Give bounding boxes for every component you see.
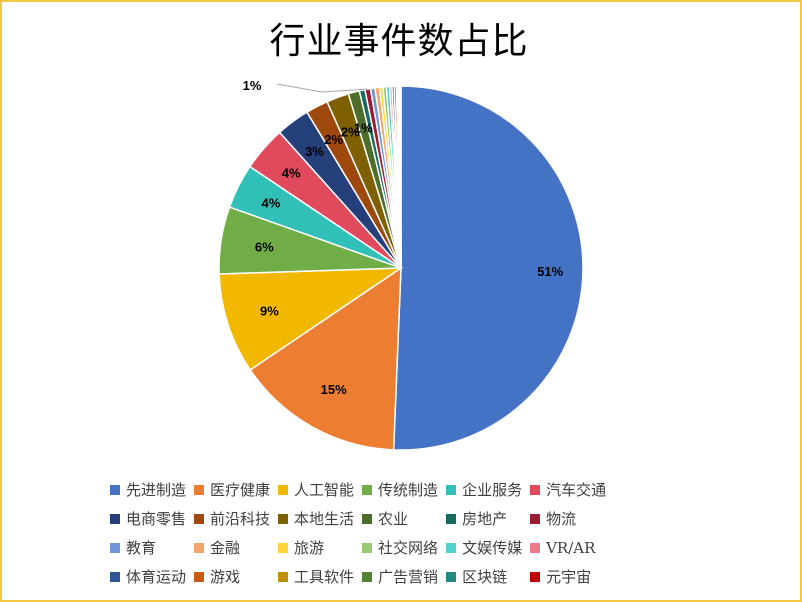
- legend-label: 人工智能: [294, 481, 355, 499]
- legend-item-10: 农业: [362, 505, 438, 532]
- legend-swatch: [362, 484, 373, 495]
- legend-label: 前沿科技: [210, 510, 271, 528]
- legend-swatch: [194, 484, 205, 495]
- legend-label: 企业服务: [462, 481, 523, 499]
- legend-item-3: 人工智能: [278, 476, 354, 503]
- data-label-6: 4%: [282, 165, 301, 180]
- legend-label: 元宇宙: [546, 568, 592, 586]
- legend-swatch: [194, 542, 205, 553]
- legend-item-6: 汽车交通: [530, 476, 606, 503]
- legend-swatch: [446, 542, 457, 553]
- legend-label: 传统制造: [378, 481, 439, 499]
- legend-swatch: [110, 542, 120, 553]
- legend-swatch: [530, 484, 541, 495]
- legend-label: VR/AR: [546, 538, 596, 557]
- data-label-10: 1%: [354, 120, 373, 135]
- legend-item-14: 金融: [194, 534, 270, 561]
- legend-item-24: 元宇宙: [530, 563, 606, 590]
- legend-label: 教育: [126, 539, 157, 557]
- data-label-8: 2%: [324, 132, 343, 147]
- legend-item-12: 物流: [530, 505, 606, 532]
- legend-swatch: [194, 571, 205, 582]
- legend-swatch: [530, 571, 541, 582]
- callout-leader-line: [276, 83, 368, 93]
- legend-swatch: [278, 513, 289, 524]
- legend-label: 区块链: [462, 568, 508, 586]
- pie-slice-1: [392, 85, 584, 451]
- legend-label: 先进制造: [126, 481, 187, 499]
- legend-item-9: 本地生活: [278, 505, 354, 532]
- pie-slice-24: [399, 85, 402, 269]
- legend-item-19: 体育运动: [110, 563, 186, 590]
- data-label-2: 15%: [321, 382, 347, 397]
- legend-label: 旅游: [294, 539, 325, 557]
- legend-label: 文娱传媒: [462, 539, 523, 557]
- legend-label: 医疗健康: [210, 481, 271, 499]
- legend-label: 广告营销: [378, 568, 439, 586]
- legend-item-18: VR/AR: [530, 534, 606, 561]
- legend-item-15: 旅游: [278, 534, 354, 561]
- legend-item-1: 先进制造: [110, 476, 186, 503]
- legend-label: 社交网络: [378, 539, 439, 557]
- chart-title: 行业事件数占比: [269, 21, 529, 62]
- legend-swatch: [446, 571, 457, 582]
- legend-label: 金融: [210, 539, 241, 557]
- pie-slice-2: [249, 266, 402, 451]
- legend-label: 农业: [378, 510, 409, 528]
- legend-label: 游戏: [210, 568, 241, 586]
- legend-item-22: 广告营销: [362, 563, 438, 590]
- data-label-3: 9%: [260, 304, 279, 319]
- legend-swatch: [278, 571, 289, 582]
- legend-swatch: [110, 513, 120, 524]
- legend-label: 体育运动: [126, 568, 187, 586]
- legend-item-17: 文娱传媒: [446, 534, 522, 561]
- legend-swatch: [110, 484, 120, 495]
- legend-swatch: [110, 571, 120, 582]
- legend-item-11: 房地产: [446, 505, 522, 532]
- legend-item-13: 教育: [110, 534, 186, 561]
- data-label-1: 51%: [537, 264, 563, 279]
- legend-item-2: 医疗健康: [194, 476, 270, 503]
- legend-swatch: [194, 513, 205, 524]
- data-label-5: 4%: [262, 196, 281, 211]
- legend-item-16: 社交网络: [362, 534, 438, 561]
- legend-swatch: [446, 484, 457, 495]
- legend-label: 电商零售: [126, 510, 187, 528]
- legend-label: 汽车交通: [546, 481, 607, 499]
- legend-label: 房地产: [462, 510, 508, 528]
- legend-item-4: 传统制造: [362, 476, 438, 503]
- data-label-9: 2%: [341, 125, 360, 140]
- legend-swatch: [362, 513, 373, 524]
- chart-legend: 先进制造 医疗健康 人工智能 传统制造 企业服务 汽车交通电商零售 前沿科技 本地生活 农业 房地…: [110, 476, 750, 590]
- legend-item-7: 电商零售: [110, 505, 186, 532]
- data-label-4: 6%: [255, 240, 274, 255]
- legend-swatch: [530, 513, 541, 524]
- legend-item-20: 游戏: [194, 563, 270, 590]
- legend-label: 工具软件: [294, 568, 355, 586]
- legend-item-8: 前沿科技: [194, 505, 270, 532]
- legend-label: 本地生活: [294, 510, 355, 528]
- legend-item-21: 工具软件: [278, 563, 354, 590]
- legend-swatch: [446, 513, 457, 524]
- data-label-7: 3%: [305, 144, 324, 159]
- pie-slice-3: [218, 267, 404, 371]
- legend-swatch: [362, 571, 373, 582]
- legend-swatch: [278, 484, 289, 495]
- legend-swatch: [278, 542, 289, 553]
- legend-label: 物流: [546, 510, 577, 528]
- legend-swatch: [362, 542, 373, 553]
- legend-item-5: 企业服务: [446, 476, 522, 503]
- legend-item-23: 区块链: [446, 563, 522, 590]
- callout-label: 1%: [243, 78, 262, 93]
- legend-swatch: [530, 542, 541, 553]
